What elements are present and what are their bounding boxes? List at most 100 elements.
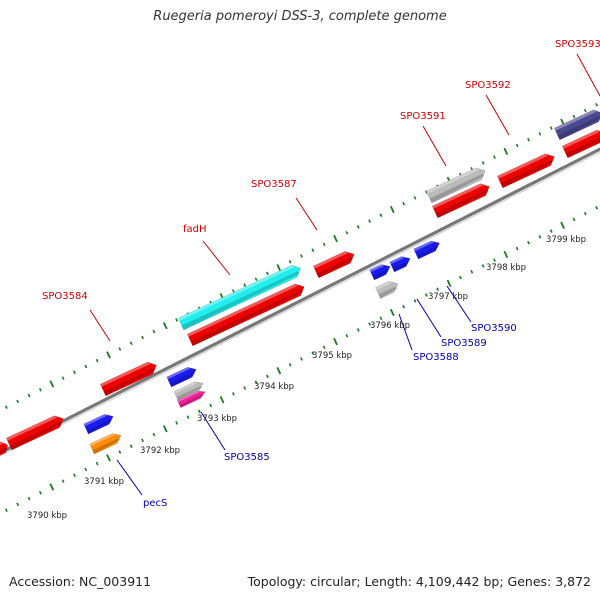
lower-tick [481, 264, 485, 268]
upper-tick [402, 201, 406, 206]
gene-arrow-spo3589[interactable] [389, 256, 411, 273]
lower-tick [333, 337, 338, 346]
lower-tick [470, 269, 474, 274]
gene-arrow-magenta[interactable] [176, 390, 206, 408]
kbp-label: 3798 kbp [486, 263, 526, 273]
gene-label-spo3588[interactable]: SPO3588 [413, 352, 459, 363]
lower-tick [39, 490, 42, 495]
lower-tick [197, 409, 201, 414]
gene-label-spo3587[interactable]: SPO3587 [251, 179, 297, 190]
gene-arrow-forward[interactable] [99, 361, 157, 397]
gene-label-spo3593[interactable]: SPO3593 [555, 39, 600, 50]
lower-tick [254, 380, 258, 385]
gene-arrow-spo3588[interactable] [369, 264, 391, 281]
gene-arrow-forward-highlight [313, 251, 349, 269]
gene-arrow-forward[interactable] [0, 441, 8, 457]
lower-tick [572, 217, 576, 222]
lower-tick [515, 246, 519, 251]
gene-arrow-forward[interactable] [5, 415, 64, 451]
gene-arrow-spo3591-highlight [426, 167, 480, 194]
gene-label-spo3584[interactable]: SPO3584 [42, 291, 88, 302]
kbp-label: 3795 kbp [312, 351, 352, 361]
gene-label-pecs[interactable]: pecS [143, 498, 167, 509]
gene-label-spo3590[interactable]: SPO3590 [471, 323, 517, 334]
lower-tick [266, 374, 269, 379]
gene-arrow-forward-shade [9, 421, 63, 450]
gene-label-spo3589[interactable]: SPO3589 [441, 338, 487, 349]
upper-tick [322, 242, 326, 247]
upper-tick [276, 263, 282, 272]
lower-tick [322, 345, 326, 350]
gene-label-fadh[interactable]: fadH [183, 224, 207, 235]
gene-arrow-reverse[interactable] [166, 367, 197, 388]
gene-arrow-gray-shade [176, 386, 203, 401]
upper-tick [333, 234, 338, 243]
gene-arrow-gray-small[interactable] [375, 280, 399, 299]
lower-tick [538, 235, 542, 239]
upper-tick [595, 103, 599, 107]
leader-line [576, 53, 600, 97]
lower-tick [84, 467, 88, 472]
gene-arrow-forward[interactable] [312, 251, 355, 279]
gene-arrow-spo3591[interactable] [425, 167, 486, 204]
upper-tick [538, 132, 542, 136]
lower-tick [186, 415, 190, 419]
gene-arrow-forward[interactable] [186, 283, 305, 347]
lower-tick [95, 461, 99, 466]
tick-marks [4, 103, 599, 512]
leader-line [202, 240, 231, 276]
upper-tick [243, 283, 247, 287]
lower-tick [61, 479, 65, 483]
genome-backbone [0, 147, 600, 457]
lower-tick [175, 421, 179, 425]
lower-tick [379, 316, 383, 321]
gene-label-spo3591[interactable]: SPO3591 [400, 111, 446, 122]
gene-arrow-forward[interactable] [496, 153, 555, 189]
gene-arrow-forward-highlight [0, 441, 4, 446]
gene-arrow-forward[interactable] [561, 129, 600, 159]
leader-line [422, 125, 447, 167]
gene-arrow-forward-shade [190, 289, 304, 346]
upper-tick [481, 161, 485, 165]
lower-tick [527, 240, 530, 245]
lower-tick [118, 450, 122, 454]
kbp-label: 3790 kbp [27, 511, 67, 521]
gene-arrow-fadh[interactable] [177, 265, 301, 331]
kbp-label: 3797 kbp [428, 292, 468, 302]
gene-label-spo3585[interactable]: SPO3585 [224, 452, 270, 463]
map-title: Ruegeria pomeroyi DSS-3, complete genome [153, 9, 447, 24]
upper-tick [549, 126, 553, 130]
kbp-label: 3799 kbp [546, 235, 586, 245]
upper-tick [266, 271, 269, 276]
lower-tick [583, 211, 587, 216]
lower-tick [503, 250, 509, 258]
gene-arrow-gray[interactable] [173, 381, 204, 401]
leader-line [116, 459, 143, 496]
kbp-label: 3791 kbp [84, 477, 124, 487]
gene-arrow-spo3593[interactable] [553, 109, 600, 141]
gene-arrow-forward-shade [0, 447, 8, 455]
lower-tick [311, 351, 315, 355]
backbone-line [0, 147, 600, 455]
lower-tick [106, 454, 111, 462]
upper-tick [162, 322, 168, 330]
gene-arrow-forward-highlight [187, 283, 299, 337]
lower-tick [243, 386, 247, 390]
gene-arrow-spo3590[interactable] [413, 240, 440, 260]
upper-tick [300, 254, 303, 258]
lower-tick [141, 438, 144, 443]
kbp-label: 3792 kbp [140, 446, 180, 456]
gene-arrow-gray-small-highlight [375, 281, 393, 291]
gene-arrow-pecs[interactable] [89, 433, 122, 455]
gene-arrow-forward-highlight [100, 362, 151, 387]
upper-tick [379, 213, 383, 218]
gene-label-spo3592[interactable]: SPO3592 [465, 80, 511, 91]
gene-arrow-forward[interactable] [431, 183, 490, 219]
gene-arrow-pecs-shade [92, 438, 121, 454]
lower-tick [345, 333, 349, 338]
upper-tick [493, 155, 496, 159]
gene-arrow-reverse[interactable] [83, 414, 114, 435]
gene-arrow-reverse-highlight [83, 414, 108, 427]
genome-summary-text: Topology: circular; Length: 4,109,442 bp… [247, 574, 591, 589]
